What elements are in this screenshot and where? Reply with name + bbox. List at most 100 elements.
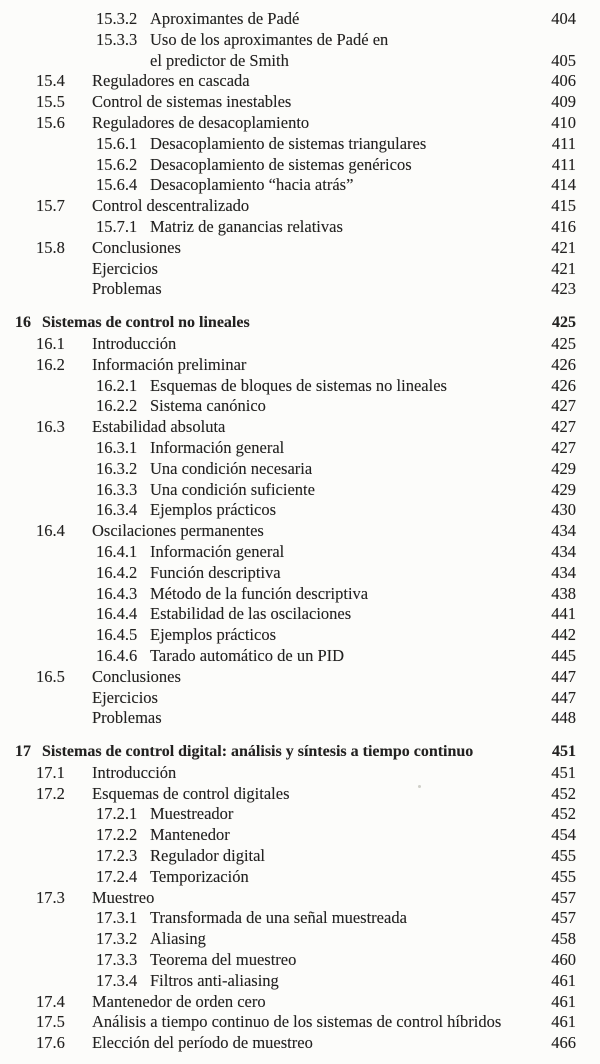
toc-entry-number: 16.2 [36, 354, 65, 374]
toc-entry-title: Muestreador [150, 804, 234, 824]
toc-entry-title: Conclusiones [92, 666, 181, 686]
toc-row: 16.4.2 Función descriptiva 434 [0, 563, 600, 584]
toc-row: 17.3.3 Teorema del muestreo 460 [0, 950, 600, 971]
toc-rows: 15.3.2 Aproximantes de Padé 404 15.3.3 Uso d… [0, 9, 600, 1054]
toc-entry-number: 15.6.1 [96, 133, 138, 153]
toc-entry-title: Teorema del muestreo [150, 950, 297, 970]
toc-row: 17.3.2 Aliasing 458 [0, 929, 600, 950]
toc-entry-page: 434 [551, 541, 576, 561]
toc-row: 16.4 Oscilaciones permanentes 434 [0, 521, 600, 542]
toc-entry-page: 455 [551, 866, 576, 886]
toc-entry-number: 17.3.2 [96, 929, 138, 949]
toc-row: 15.8 Conclusiones 421 [0, 238, 600, 259]
toc-entry-page: 427 [551, 417, 576, 437]
toc-entry-title: Control descentralizado [92, 196, 250, 216]
toc-entry-title: Ejemplos prácticos [150, 500, 277, 520]
toc-row: 15.5 Control de sistemas inestables 409 [0, 92, 600, 113]
toc-entry-page: 426 [551, 375, 576, 395]
toc-entry-page: 452 [551, 783, 576, 803]
toc-entry-number: 16.1 [36, 333, 65, 353]
toc-row: 17.3.1 Transformada de una señal muestrea… [0, 908, 600, 929]
toc-entry-title: Sistemas de control no lineales [42, 314, 250, 332]
toc-row: Ejercicios 447 [0, 688, 600, 709]
toc-entry-number: 16.5 [36, 666, 65, 686]
toc-entry-number: 17.4 [36, 991, 65, 1011]
toc-entry-title: Estabilidad de las oscilaciones [150, 604, 352, 624]
toc-entry-number: 16.4.2 [96, 562, 138, 582]
toc-row: Ejercicios 421 [0, 259, 600, 280]
toc-entry-number: 17.3.3 [96, 950, 138, 970]
toc-entry-page: 410 [551, 112, 576, 132]
toc-entry-title: Oscilaciones permanentes [92, 521, 264, 541]
toc-row: 15.7 Control descentralizado 415 [0, 196, 600, 217]
toc-entry-title: Sistemas de control digital: análisis y … [42, 743, 474, 761]
toc-row: 16.2.2 Sistema canónico 427 [0, 396, 600, 417]
toc-row: 17.2.1 Muestreador 452 [0, 804, 600, 825]
toc-entry-page: 460 [551, 950, 576, 970]
toc-entry-page: 461 [551, 970, 576, 990]
toc-entry-number: 16.3.2 [96, 458, 138, 478]
toc-entry-page: 457 [551, 908, 576, 928]
toc-row: 16.3 Estabilidad absoluta 427 [0, 417, 600, 438]
toc-entry-page: 421 [551, 237, 576, 257]
toc-entry-page: 415 [551, 196, 576, 216]
toc-entry-number: 17 [15, 743, 31, 761]
toc-entry-title: Ejercicios [92, 687, 158, 707]
toc-entry-page: 445 [551, 645, 576, 665]
toc-entry-page: 405 [551, 50, 576, 70]
toc-entry-page: 427 [551, 396, 576, 416]
toc-entry-page: 447 [551, 666, 576, 686]
toc-row: 16.5 Conclusiones 447 [0, 667, 600, 688]
toc-entry-page: 461 [551, 1012, 576, 1032]
toc-entry-page: 461 [551, 991, 576, 1011]
toc-row: 17.4 Mantenedor de orden cero 461 [0, 992, 600, 1013]
toc-entry-number: 16.3.3 [96, 479, 138, 499]
toc-entry-title: Función descriptiva [150, 562, 281, 582]
toc-entry-title: Reguladores de desacoplamiento [92, 112, 310, 132]
toc-entry-page: 452 [551, 804, 576, 824]
toc-entry-page: 458 [551, 929, 576, 949]
toc-entry-page: 466 [551, 1033, 576, 1053]
toc-row: 16.4.5 Ejemplos prácticos 442 [0, 625, 600, 646]
toc-entry-number: 15.6.2 [96, 154, 138, 174]
toc-entry-page: 430 [551, 500, 576, 520]
toc-row: el predictor de Smith 405 [0, 51, 600, 72]
toc-entry-number: 16.4.1 [96, 541, 138, 561]
toc-row: 15.6 Reguladores de desacoplamiento 410 [0, 113, 600, 134]
toc-entry-page: 451 [552, 743, 576, 761]
toc-entry-title: Desacoplamiento de sistemas triangulares [150, 133, 427, 153]
toc-entry-number: 17.2.1 [96, 804, 138, 824]
toc-row: 16.3.3 Una condición suficiente 429 [0, 480, 600, 501]
toc-row: Problemas 423 [0, 279, 600, 300]
toc-entry-page: 448 [551, 708, 576, 728]
toc-entry-title: Conclusiones [92, 237, 181, 257]
toc-entry-page: 427 [551, 437, 576, 457]
toc-entry-page: 425 [552, 314, 576, 332]
toc-entry-page: 434 [551, 521, 576, 541]
toc-row: 15.7.1 Matriz de ganancias relativas 416 [0, 217, 600, 238]
toc-row: 15.4 Reguladores en cascada 406 [0, 71, 600, 92]
toc-row: 17.2.2 Mantenedor 454 [0, 825, 600, 846]
toc-entry-title: Desacoplamiento “hacia atrás” [150, 175, 354, 195]
toc-entry-number: 16.4.3 [96, 583, 138, 603]
toc-row: 16.4.3 Método de la función descriptiva 43… [0, 584, 600, 605]
toc-row: 16.2 Información preliminar 426 [0, 355, 600, 376]
toc-row: 17.3.4 Filtros anti-aliasing 461 [0, 971, 600, 992]
toc-row: 15.6.2 Desacoplamiento de sistemas genéri… [0, 155, 600, 176]
toc-entry-number: 16.2.1 [96, 375, 138, 395]
toc-entry-number: 16.2.2 [96, 396, 138, 416]
toc-entry-title: Ejercicios [92, 258, 158, 278]
toc-row: 17.1 Introducción 451 [0, 763, 600, 784]
toc-entry-title: Sistema canónico [150, 396, 266, 416]
toc-entry-number: 17.2.2 [96, 825, 138, 845]
toc-entry-title: Aliasing [150, 929, 206, 949]
toc-entry-page: 423 [551, 279, 576, 299]
toc-entry-title: Filtros anti-aliasing [150, 970, 279, 990]
toc-entry-title: Matriz de ganancias relativas [150, 216, 343, 236]
toc-entry-number: 16 [15, 314, 31, 332]
toc-entry-title: Método de la función descriptiva [150, 583, 369, 603]
toc-entry-title: Transformada de una señal muestreada [150, 908, 407, 928]
toc-entry-title: Estabilidad absoluta [92, 417, 226, 437]
toc-entry-number: 15.6.4 [96, 175, 138, 195]
